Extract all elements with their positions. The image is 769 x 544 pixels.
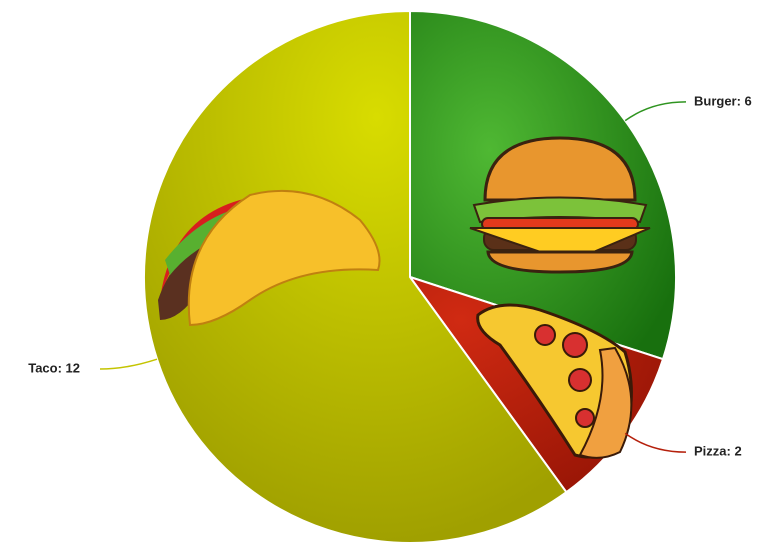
taco-icon <box>158 189 381 327</box>
leader-line <box>99 358 158 370</box>
pie-slice <box>143 9 568 544</box>
leader-line <box>624 432 687 453</box>
data-label: Pizza: 2 <box>694 444 742 459</box>
food-art <box>158 136 651 459</box>
data-label: Taco: 12 <box>28 360 80 375</box>
leader-line <box>624 101 687 122</box>
burger-icon <box>469 136 651 274</box>
pizza-icon <box>476 303 633 459</box>
data-label: Burger: 6 <box>694 93 752 108</box>
